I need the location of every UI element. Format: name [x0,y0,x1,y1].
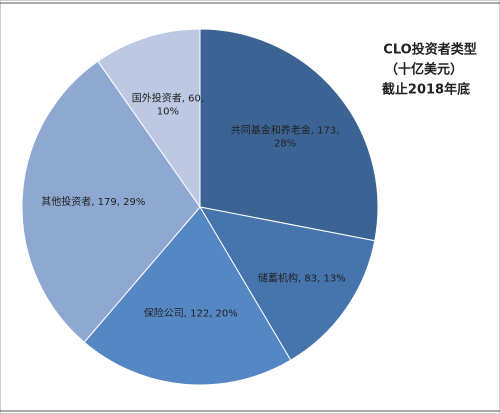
data-label: 储蓄机构, 83, 13% [258,272,346,285]
data-label-line: 其他投资者, 179, 29% [41,195,145,208]
data-label-line: 国外投资者, 60, [132,92,204,105]
data-label: 其他投资者, 179, 29% [41,195,145,208]
pie-slice [199,206,376,361]
data-label-line: 共同基金和养老金, 173, [231,123,340,136]
data-label: 共同基金和养老金, 173, 28% [231,123,340,149]
data-label: 保险公司, 122, 20% [144,306,238,319]
pie-slice [21,60,201,343]
data-label: 国外投资者, 60, 10% [132,92,204,118]
chart-title: 截止2018年底 [382,82,470,98]
data-label-line: 28% [274,138,296,149]
pie-slice [97,28,201,209]
pie-slice [199,28,379,242]
pie-slice [83,206,292,386]
data-label-line: 保险公司, 122, 20% [144,306,238,319]
chart-title: CLO投资者类型 [383,42,476,58]
chart-title: （十亿美元） [385,62,463,78]
data-label-line: 储蓄机构, 83, 13% [258,272,346,285]
data-label-line: 10% [157,107,179,118]
